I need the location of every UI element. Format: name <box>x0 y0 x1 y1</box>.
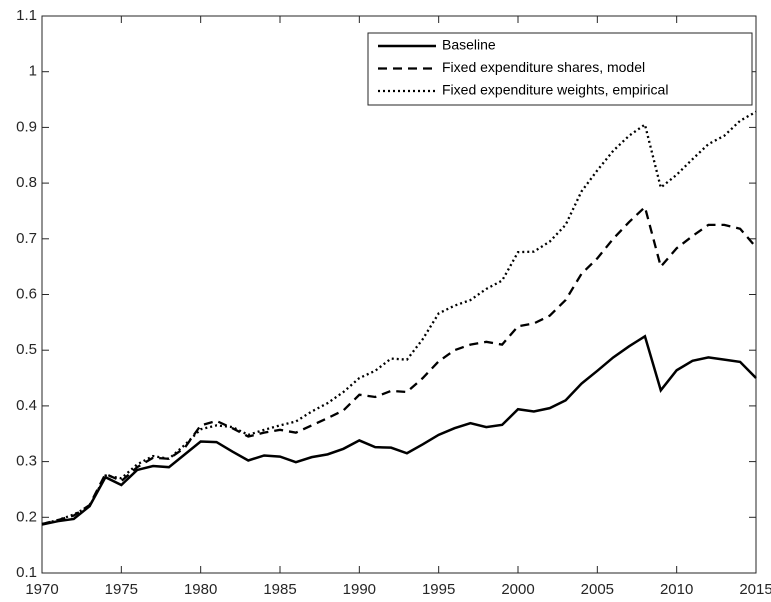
y-tick-label: 0.2 <box>16 508 37 525</box>
y-tick-label: 0.4 <box>16 397 37 414</box>
legend-label: Baseline <box>442 37 496 53</box>
x-tick-label: 1985 <box>263 581 296 598</box>
y-tick-label: 1 <box>29 63 37 80</box>
y-tick-label: 0.7 <box>16 230 37 247</box>
plot-frame <box>41 15 757 574</box>
legend-label: Fixed expenditure shares, model <box>442 59 645 75</box>
x-tick-label: 1980 <box>184 581 217 598</box>
x-tick-label: 2000 <box>501 581 534 598</box>
y-tick-label: 0.3 <box>16 453 37 470</box>
x-tick-label: 2010 <box>660 581 693 598</box>
x-tick-label: 1990 <box>343 581 376 598</box>
y-tick-label: 0.5 <box>16 341 37 358</box>
legend: Baseline Fixed expenditure shares, model F… <box>367 32 753 106</box>
x-tick-label: 2005 <box>581 581 614 598</box>
legend-label: Fixed expenditure weights, empirical <box>442 82 668 98</box>
x-tick-label: 1975 <box>105 581 138 598</box>
y-tick-label: 0.8 <box>16 174 37 191</box>
x-tick-label: 2015 <box>739 581 771 598</box>
data-line <box>41 334 757 526</box>
x-tick-label: 1970 <box>25 581 58 598</box>
x-tick-label: 1995 <box>422 581 455 598</box>
data-line <box>41 204 757 526</box>
y-tick-label: 0.6 <box>16 285 37 302</box>
y-tick-label: 1.1 <box>16 7 37 24</box>
y-tick-label: 0.1 <box>16 564 37 581</box>
y-tick-label: 0.9 <box>16 118 37 135</box>
